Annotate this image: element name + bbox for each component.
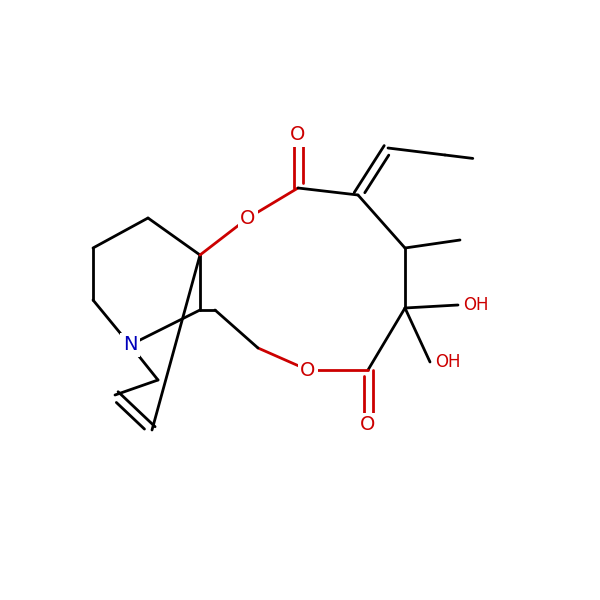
Text: O: O <box>301 361 316 379</box>
Text: OH: OH <box>435 353 461 371</box>
Text: O: O <box>241 208 256 227</box>
Text: O: O <box>290 125 305 145</box>
Text: O: O <box>361 415 376 434</box>
Text: OH: OH <box>463 296 488 314</box>
Text: N: N <box>123 335 137 355</box>
